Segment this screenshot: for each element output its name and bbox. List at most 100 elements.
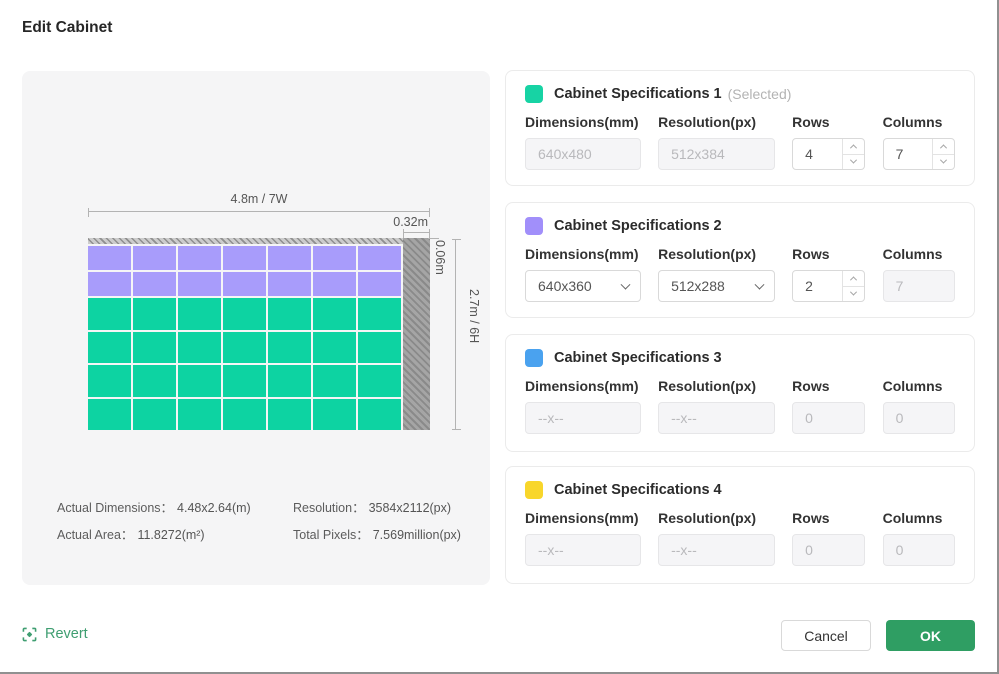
chevron-up-icon (849, 276, 857, 284)
cabinet-row (88, 398, 401, 430)
stat-actual-area: Actual Area： 11.8272(m²) (57, 528, 205, 542)
spec1-columns-decrement-button[interactable] (933, 155, 954, 170)
cancel-button[interactable]: Cancel (781, 620, 871, 651)
cabinet-spec-card-1: Cabinet Specifications 1 (Selected) Dime… (505, 70, 975, 186)
spec2-resolution-select[interactable]: 512x288 (658, 270, 776, 302)
cabinet-cell (313, 331, 356, 363)
cabinet-cell (223, 298, 266, 330)
top-margin-hatch (88, 238, 430, 244)
cabinet-cell (268, 398, 311, 430)
cabinet-cell (178, 398, 221, 430)
spec2-rows-decrement-button[interactable] (843, 287, 864, 302)
cabinet-cell (313, 365, 356, 397)
spec3-color-swatch (525, 349, 543, 367)
cabinet-cell (268, 365, 311, 397)
spec3-rows-label: Rows (792, 378, 830, 394)
stat-total-pixels: Total Pixels： 7.569million(px) (293, 528, 461, 542)
cabinet-cell (313, 246, 356, 270)
spec2-columns-label: Columns (882, 246, 943, 262)
cabinet-cell (358, 272, 401, 296)
cabinet-cell (178, 246, 221, 270)
cabinet-cell (133, 365, 176, 397)
cabinet-cell (178, 365, 221, 397)
spec3-resolution-label: Resolution(px) (658, 378, 757, 394)
spec4-resolution-label: Resolution(px) (658, 510, 757, 526)
revert-icon (22, 627, 37, 641)
spec1-columns-input[interactable]: 7 (882, 138, 955, 170)
spec3-columns-label: Columns (882, 378, 943, 394)
cabinet-cell (268, 272, 311, 296)
chevron-down-icon (849, 288, 857, 296)
spec4-resolution-input: --x-- (658, 534, 776, 566)
cabinet-cell (223, 272, 266, 296)
spec3-title: Cabinet Specifications 3 (554, 350, 722, 366)
chevron-up-icon (939, 144, 948, 152)
cabinet-cell (313, 298, 356, 330)
spec2-color-swatch (525, 217, 543, 235)
spec1-rows-increment-button[interactable] (842, 139, 864, 155)
height-dimension-line (452, 239, 461, 430)
spec4-title: Cabinet Specifications 4 (554, 482, 722, 498)
chevron-down-icon (754, 279, 765, 290)
spec2-rows-increment-button[interactable] (842, 271, 864, 287)
stat-resolution: Resolution： 3584x2112(px) (293, 501, 452, 515)
cabinet-cell (133, 298, 176, 330)
cabinet-spec-card-3: Cabinet Specifications 3 Dimensions(mm) … (505, 334, 975, 452)
cabinet-cell (223, 365, 266, 397)
cabinet-cell (88, 272, 131, 296)
cabinet-cell (358, 331, 401, 363)
spec1-rows-label: Rows (792, 114, 830, 130)
cabinet-cell (88, 298, 131, 330)
spec1-title: Cabinet Specifications 1 (554, 86, 722, 102)
spec2-dimensions-select[interactable]: 640x360 (525, 270, 642, 302)
cabinet-cell (313, 398, 356, 430)
right-margin-hatch (403, 238, 430, 430)
spec1-dimensions-label: Dimensions(mm) (525, 114, 639, 130)
spec1-rows-input[interactable]: 4 (792, 138, 865, 170)
spec4-columns-label: Columns (882, 510, 943, 526)
spec4-rows-label: Rows (792, 510, 830, 526)
spec1-selected-badge: (Selected) (727, 86, 792, 102)
spec4-rows-input: 0 (792, 534, 865, 566)
cabinet-cell (268, 298, 311, 330)
chevron-up-icon (849, 144, 857, 152)
spec1-columns-label: Columns (882, 114, 943, 130)
spec2-dimensions-label: Dimensions(mm) (525, 246, 639, 262)
cabinet-cells (88, 244, 401, 430)
total-width-dimension-label: 4.8m / 7W (230, 192, 288, 206)
cabinet-cell (88, 246, 131, 270)
cabinet-cell (88, 398, 131, 430)
offset-width-dimension-label: 0.32m (393, 215, 428, 229)
cabinet-cell (358, 298, 401, 330)
cabinet-cell (133, 272, 176, 296)
cabinet-preview-panel: 4.8m / 7W 0.32m 0.06m 2.7m / 6H Actual D… (22, 71, 490, 585)
cabinet-cell (178, 331, 221, 363)
width-dimension-line (88, 208, 430, 217)
spec1-columns-increment-button[interactable] (933, 139, 954, 155)
ok-button[interactable]: OK (886, 620, 975, 651)
spec2-columns-input: 7 (882, 270, 955, 302)
cabinet-cell (268, 331, 311, 363)
chevron-down-icon (849, 156, 857, 164)
spec1-rows-decrement-button[interactable] (843, 155, 864, 170)
cabinet-cell (223, 398, 266, 430)
spec4-columns-input: 0 (882, 534, 955, 566)
spec1-resolution-input: 512x384 (658, 138, 776, 170)
offset-dimension-line (403, 229, 430, 238)
cabinet-cell (358, 398, 401, 430)
strip-dimension-tick (428, 238, 439, 239)
spec2-title: Cabinet Specifications 2 (554, 218, 722, 234)
spec1-color-swatch (525, 85, 543, 103)
cabinet-cell (313, 272, 356, 296)
cabinet-cell (133, 331, 176, 363)
chevron-down-icon (620, 279, 631, 290)
spec4-dimensions-input: --x-- (525, 534, 642, 566)
spec3-rows-input: 0 (792, 402, 865, 434)
revert-button[interactable]: Revert (22, 626, 88, 642)
spec2-rows-label: Rows (792, 246, 830, 262)
cabinet-cell (358, 365, 401, 397)
stat-actual-dimensions: Actual Dimensions： 4.48x2.64(m) (57, 501, 251, 515)
spec4-color-swatch (525, 481, 543, 499)
cabinet-cell (88, 331, 131, 363)
spec2-rows-input[interactable]: 2 (792, 270, 865, 302)
